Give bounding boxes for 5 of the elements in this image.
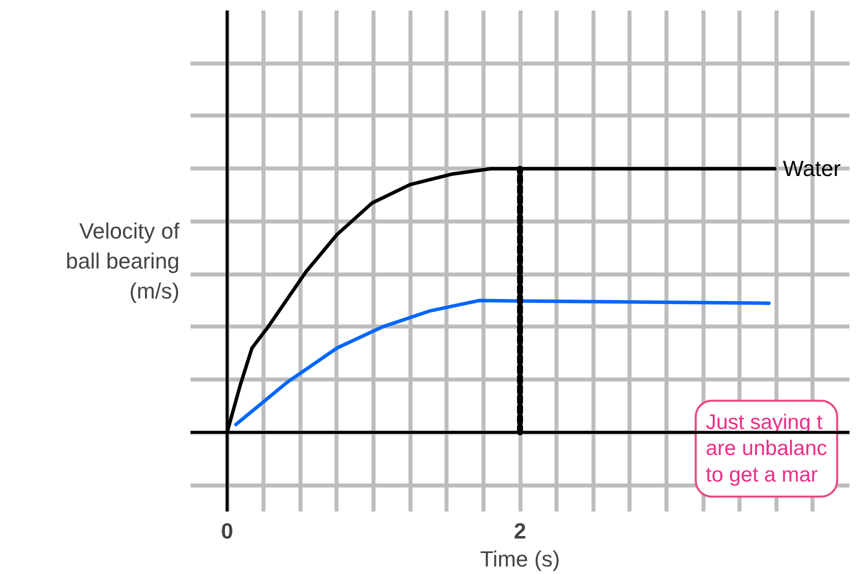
x-axis-title: Time (s) xyxy=(480,546,560,572)
series-label: Water xyxy=(782,156,841,182)
y-axis-title: Velocity of ball bearing (m/s) xyxy=(66,218,180,304)
x-tick-label: 2 xyxy=(514,518,526,544)
x-tick-label: 0 xyxy=(220,518,234,544)
